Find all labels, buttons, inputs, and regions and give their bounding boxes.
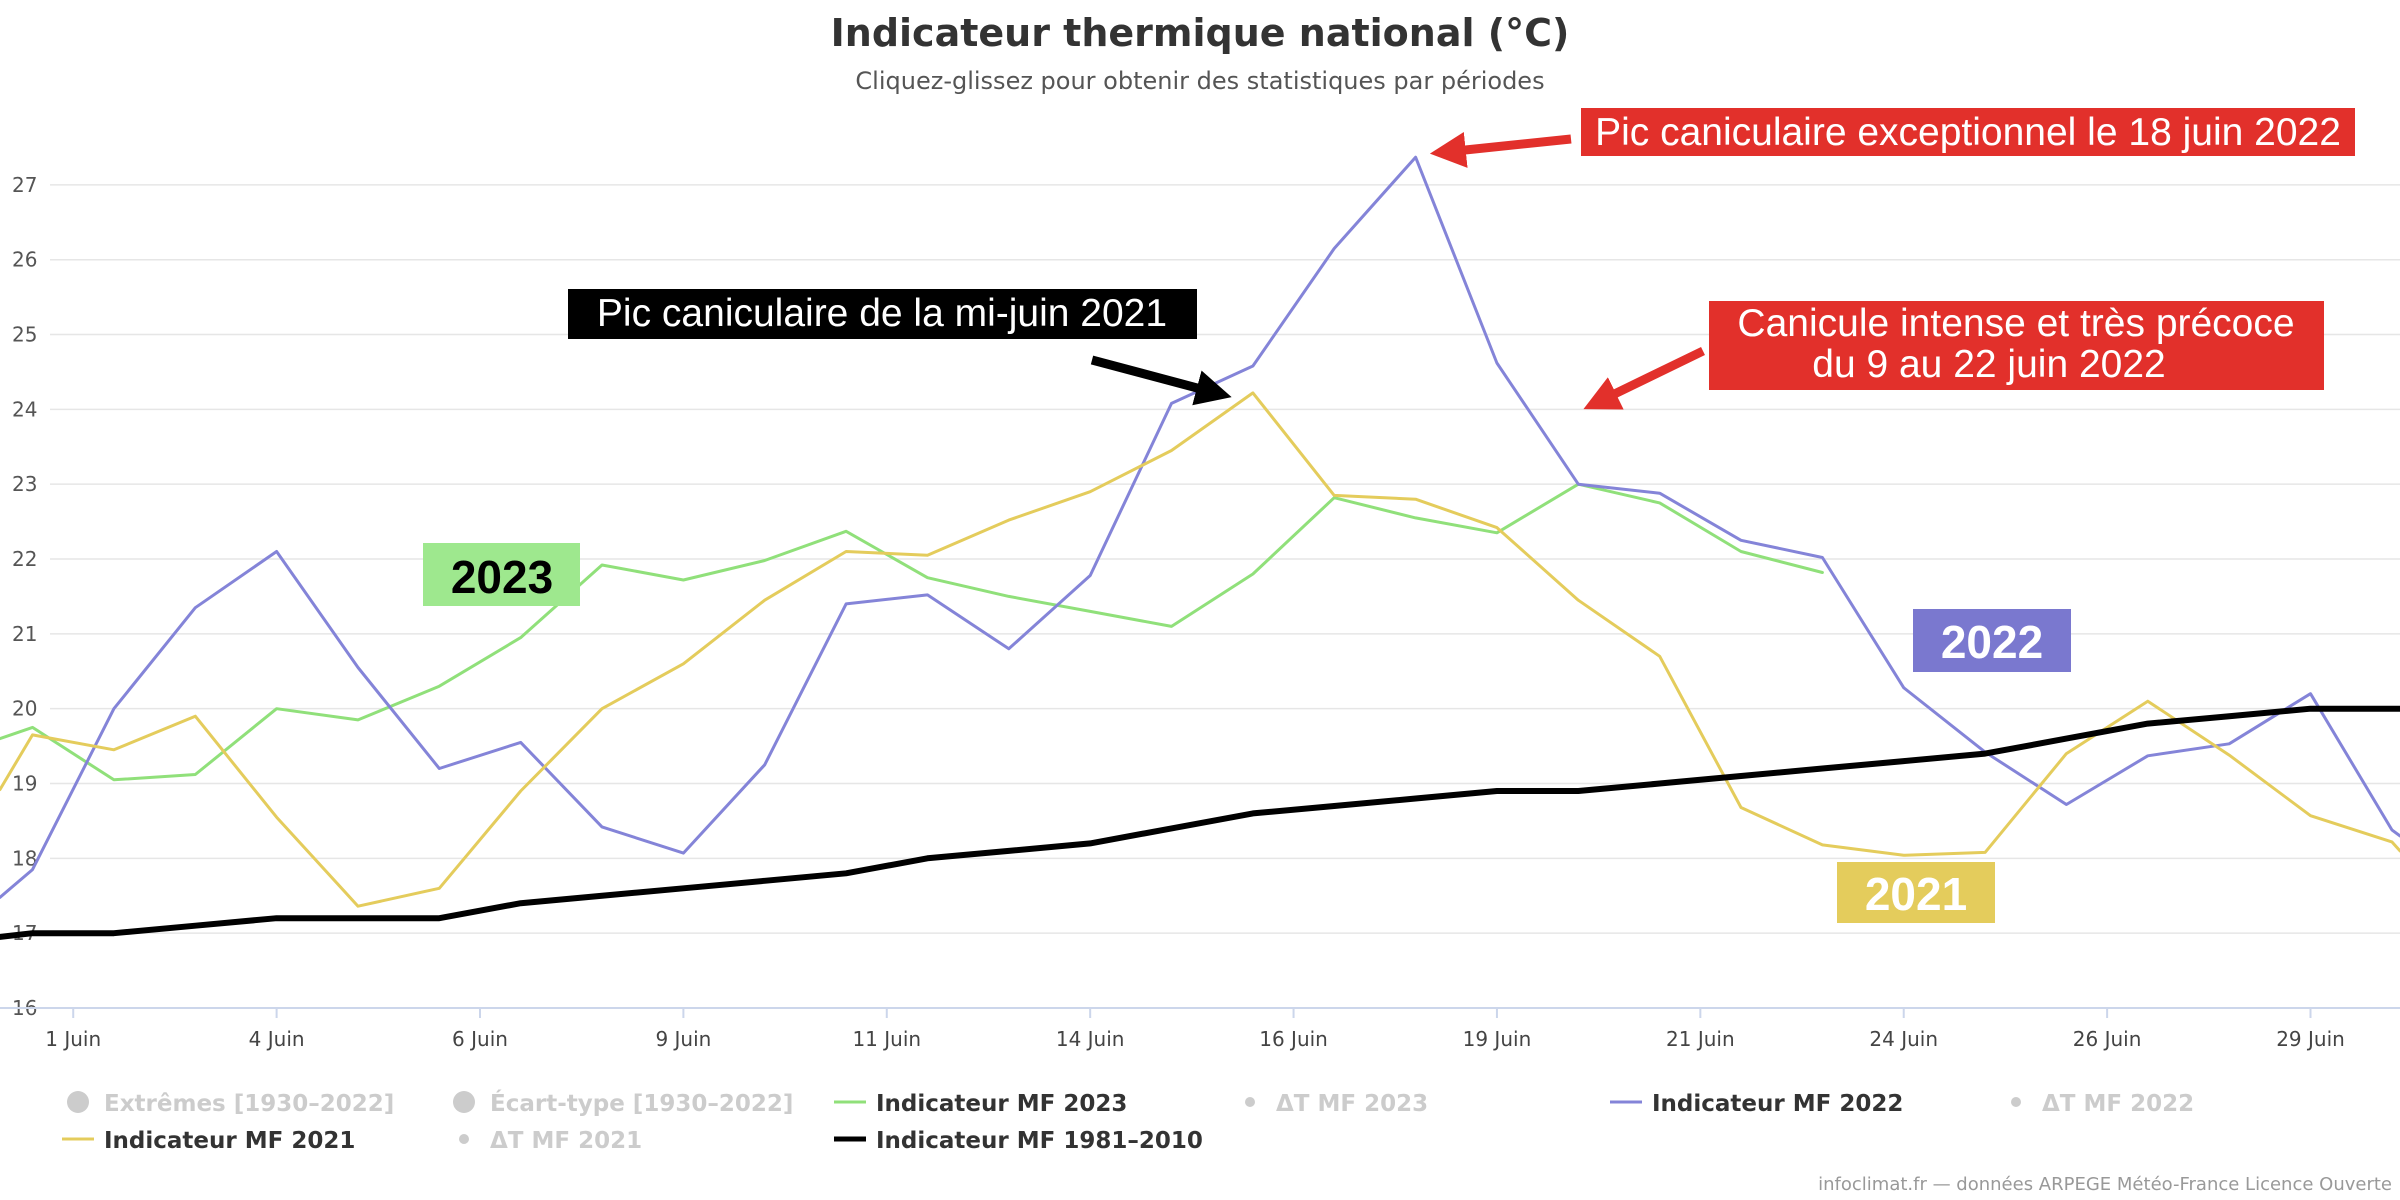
credits[interactable]: infoclimat.fr — données ARPEGE Météo-Fra… [1818, 1174, 2392, 1195]
y-tick-label: 25 [12, 323, 37, 347]
legend-label: ΔT MF 2022 [2042, 1091, 2194, 1117]
legend-item[interactable]: Indicateur MF 2021 [62, 1128, 355, 1154]
annotation-box [1581, 108, 2355, 156]
annotation-arrow [1090, 355, 1232, 406]
x-tick-label: 6 Juin [452, 1027, 508, 1051]
legend-label: ΔT MF 2023 [1276, 1091, 1428, 1117]
x-tick-label: 9 Juin [655, 1027, 711, 1051]
legend-symbol [459, 1134, 469, 1144]
legend-label: Indicateur MF 1981–2010 [876, 1128, 1203, 1154]
legend-label: Indicateur MF 2023 [876, 1091, 1127, 1117]
legend-item[interactable]: Extrêmes [1930–2022] [67, 1091, 394, 1117]
legend-item[interactable]: Indicateur MF 2022 [1610, 1091, 1903, 1117]
x-tick-label: 14 Juin [1056, 1027, 1125, 1051]
annotation-text-line2: du 9 au 22 juin 2022 [1812, 343, 2165, 386]
x-tick-label: 19 Juin [1463, 1027, 1532, 1051]
year-label-2023: 2023 [423, 543, 580, 606]
x-tick-label: 29 Juin [2276, 1027, 2345, 1051]
legend-label: Indicateur MF 2021 [104, 1128, 355, 1154]
y-tick-label: 27 [12, 173, 37, 197]
annotation-text-line1: Canicule intense et très précoce [1737, 302, 2294, 345]
legend-item[interactable]: ΔT MF 2021 [459, 1128, 642, 1154]
y-tick-label: 19 [12, 772, 37, 796]
legend-symbol [67, 1091, 89, 1113]
legend-item[interactable]: Écart-type [1930–2022] [453, 1089, 793, 1117]
y-tick-label: 20 [12, 697, 37, 721]
x-tick-label: 11 Juin [852, 1027, 921, 1051]
x-tick-label: 21 Juin [1666, 1027, 1735, 1051]
legend-item[interactable]: ΔT MF 2023 [1245, 1091, 1428, 1117]
y-tick-label: 23 [12, 472, 37, 496]
legend-symbol [1245, 1097, 1255, 1107]
legend-item[interactable]: ΔT MF 2022 [2011, 1091, 2194, 1117]
series-line-indicateur-mf-2021[interactable] [0, 391, 2400, 908]
x-axis: 1 Juin 4 Juin 6 Juin 9 Juin 11 Juin 14 Juin 16… [45, 1008, 2345, 1051]
annotation-text: Pic caniculaire exceptionnel le 18 juin … [1595, 111, 2341, 154]
x-tick-label: 16 Juin [1259, 1027, 1328, 1051]
legend-symbol [2011, 1097, 2021, 1107]
y-tick-label: 24 [12, 397, 37, 421]
annotation-arrow [1583, 346, 1705, 410]
y-tick-label: 21 [12, 622, 37, 646]
legend-label: Écart-type [1930–2022] [490, 1089, 793, 1117]
annotation-text: Pic caniculaire de la mi-juin 2021 [597, 292, 1167, 335]
annotation-arrow [1429, 132, 1572, 168]
annotation-box [1709, 301, 2324, 390]
annotation-pic-18-juin-2022: Pic caniculaire exceptionnel le 18 juin … [1429, 108, 2355, 168]
year-label-2023-text: 2023 [451, 551, 553, 603]
annotation-pic-mi-juin-2021: Pic caniculaire de la mi-juin 2021 [568, 289, 1232, 406]
year-label-2023-box [423, 543, 580, 606]
year-label-2021-box [1837, 862, 1995, 923]
year-label-2022-text: 2022 [1941, 616, 2043, 668]
annotation-canicule-2022: Canicule intense et très précoce du 9 au… [1583, 301, 2324, 410]
year-label-2021-text: 2021 [1865, 868, 1967, 920]
legend: Extrêmes [1930–2022] Écart-type [1930–202… [62, 1089, 2194, 1154]
legend-label: Indicateur MF 2022 [1652, 1091, 1903, 1117]
x-tick-label: 24 Juin [1869, 1027, 1938, 1051]
y-tick-label: 26 [12, 248, 37, 272]
x-tick-label: 26 Juin [2073, 1027, 2142, 1051]
y-tick-label: 22 [12, 547, 37, 571]
year-label-2022: 2022 [1913, 609, 2071, 672]
legend-label: ΔT MF 2021 [490, 1128, 642, 1154]
legend-symbol [453, 1091, 475, 1113]
year-label-2022-box [1913, 609, 2071, 672]
x-tick-label: 1 Juin [45, 1027, 101, 1051]
annotation-box [568, 289, 1197, 339]
series-line-indicateur-mf-2023[interactable] [0, 482, 1824, 782]
chart-title: Indicateur thermique national (°C) [831, 11, 1570, 55]
x-tick-label: 4 Juin [249, 1027, 305, 1051]
series-layer [0, 155, 2400, 940]
legend-item[interactable]: Indicateur MF 2023 [834, 1091, 1127, 1117]
series-line-indicateur-mf-1981-2010[interactable] [0, 705, 2400, 940]
chart-subtitle: Cliquez-glissez pour obtenir des statist… [855, 67, 1544, 95]
legend-item[interactable]: Indicateur MF 1981–2010 [834, 1128, 1203, 1154]
year-label-2021: 2021 [1837, 862, 1995, 923]
legend-label: Extrêmes [1930–2022] [104, 1091, 394, 1117]
